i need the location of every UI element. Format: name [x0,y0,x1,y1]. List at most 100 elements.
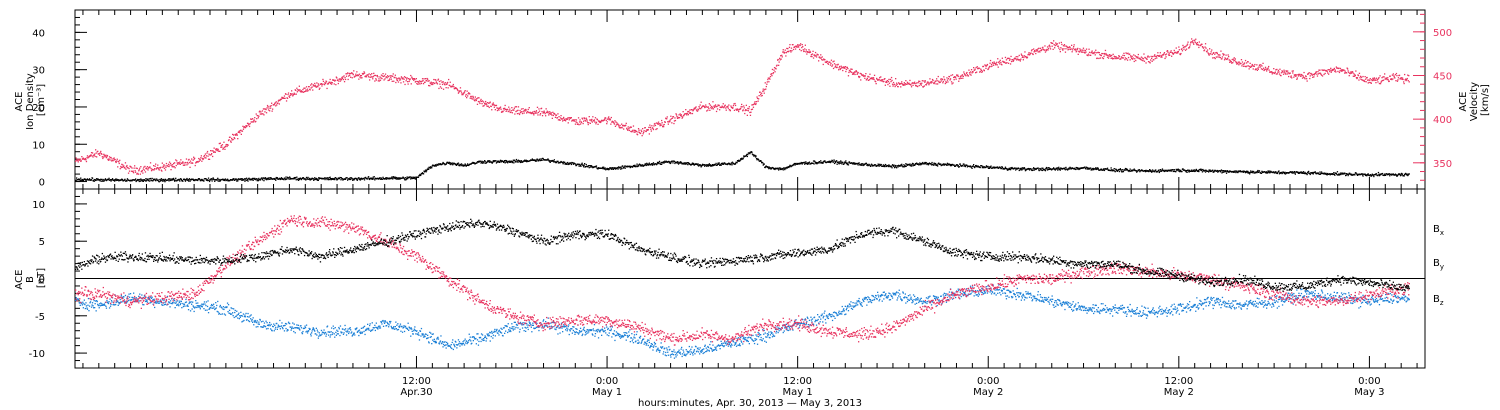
velocity-point [103,154,105,156]
velocity-point [561,118,563,120]
density-point [1190,170,1192,172]
velocity-point [860,79,862,81]
velocity-point [1025,56,1027,58]
density-point [261,177,263,179]
velocity-point [901,83,903,85]
velocity-point [829,64,832,66]
velocity-point [296,87,298,89]
velocity-point [1149,61,1151,63]
velocity-point [606,123,608,125]
velocity-point [518,112,520,115]
density-point [398,178,400,180]
density-point [785,168,787,170]
density-point [546,159,548,161]
density-point [912,163,915,165]
velocity-point [965,75,967,77]
velocity-point [392,73,394,75]
density-point [410,177,412,179]
velocity-point [673,122,675,125]
velocity-point [1004,61,1006,64]
density-point [696,164,699,166]
density-point [456,162,459,165]
velocity-point [255,120,257,123]
density-point [974,166,976,169]
velocity-point [1155,55,1157,58]
velocity-point [655,122,658,124]
velocity-point [283,97,285,99]
velocity-point [1194,41,1196,43]
velocity-point [1243,62,1246,64]
velocity-point [906,81,909,83]
velocity-point [592,116,594,118]
velocity-point [1384,73,1386,75]
density-point [1141,169,1144,171]
velocity-point [725,107,727,109]
density-point [1078,167,1080,169]
velocity-point [411,76,413,78]
velocity-point [690,112,692,115]
velocity-point [164,169,167,171]
density-point [890,165,893,167]
velocity-point [713,106,716,108]
density-point [782,167,784,170]
density-point [636,163,638,165]
velocity-point [266,107,268,109]
velocity-point [755,103,757,105]
velocity-point [1327,69,1329,71]
density-point [436,164,439,166]
velocity-point [365,75,367,77]
density-point [619,168,622,170]
velocity-point [965,72,968,74]
velocity-point [859,76,861,78]
velocity-point [867,75,869,78]
density-point [873,165,875,167]
velocity-point [839,68,841,71]
velocity-point [766,81,768,83]
velocity-point [664,121,666,123]
density-point [1266,172,1268,174]
velocity-point [1385,78,1387,80]
velocity-point [1170,51,1172,53]
velocity-point [1363,79,1365,81]
density-point [1204,169,1206,171]
density-point [916,162,918,164]
density-point [140,178,142,180]
velocity-point [842,69,844,72]
velocity-point [623,128,625,130]
velocity-point [1408,75,1410,77]
density-point [88,178,91,180]
velocity-point [1330,67,1332,69]
velocity-point [497,107,499,109]
velocity-point [985,65,988,67]
density-point [1110,167,1112,169]
density-point [178,179,180,181]
density-point [603,166,605,168]
velocity-point [156,167,158,170]
velocity-point [904,84,906,86]
velocity-point [772,72,774,75]
velocity-point [1373,79,1375,82]
velocity-point [149,162,152,164]
velocity-point [358,73,361,75]
density-point [647,163,649,165]
density-point [900,164,902,166]
velocity-point [888,78,890,81]
velocity-point [1143,60,1146,62]
density-point [1170,170,1172,172]
velocity-point [108,156,111,158]
density-point [1147,170,1149,172]
density-point [358,178,361,181]
velocity-point [568,117,570,119]
velocity-point [880,76,882,78]
velocity-point [1143,53,1145,55]
density-point [987,165,989,168]
velocity-point [154,165,156,167]
velocity-point [427,78,429,80]
velocity-point [360,77,362,79]
velocity-point [1286,71,1288,73]
density-point [427,168,429,170]
density-point [969,166,971,168]
velocity-point [830,59,833,61]
density-point [1059,169,1061,171]
density-point [902,166,904,168]
